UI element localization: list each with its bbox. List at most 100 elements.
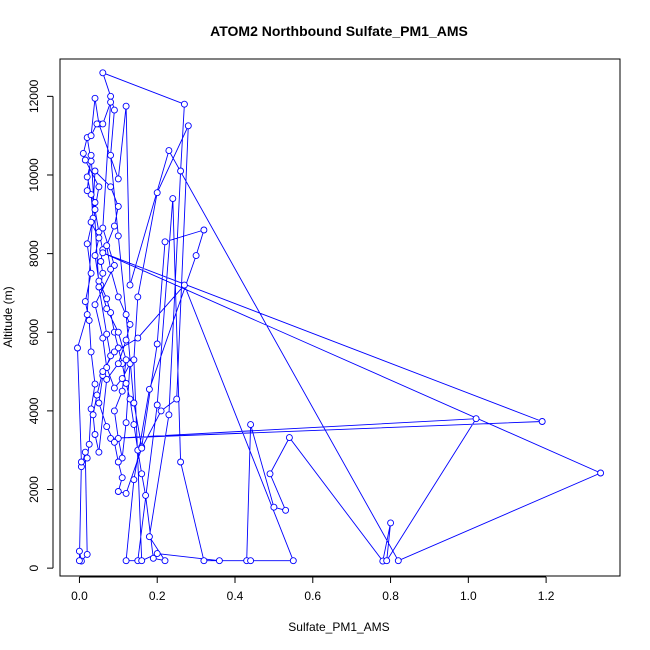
data-point xyxy=(107,98,115,106)
data-point xyxy=(247,421,255,429)
x-tick-label: 0.0 xyxy=(71,589,88,603)
data-point xyxy=(122,311,130,319)
data-point xyxy=(394,557,402,565)
data-point xyxy=(145,385,153,393)
data-point xyxy=(165,411,173,419)
data-point xyxy=(107,265,115,273)
data-point xyxy=(95,183,103,191)
data-point xyxy=(472,415,480,423)
data-point xyxy=(91,431,99,438)
y-tick-label: 8000 xyxy=(27,240,41,267)
data-point xyxy=(122,379,130,387)
data-point xyxy=(266,470,274,478)
data-point xyxy=(110,384,118,392)
data-point xyxy=(122,419,130,427)
data-point xyxy=(153,550,161,558)
series-points xyxy=(74,69,605,565)
data-point xyxy=(103,295,111,303)
data-point xyxy=(173,395,181,403)
data-point xyxy=(83,311,91,319)
data-point xyxy=(95,448,103,456)
data-point xyxy=(200,226,208,234)
data-point xyxy=(122,336,130,344)
data-point xyxy=(95,234,103,242)
data-point xyxy=(114,175,122,183)
data-point xyxy=(145,533,153,541)
data-point xyxy=(103,423,111,431)
data-point xyxy=(597,469,605,477)
y-tick-label: 4000 xyxy=(27,397,41,424)
x-tick-label: 1.0 xyxy=(460,589,477,603)
data-point xyxy=(95,399,103,407)
data-point xyxy=(161,238,169,246)
data-point xyxy=(130,476,138,484)
data-point xyxy=(153,340,161,348)
data-point xyxy=(122,489,130,497)
data-point xyxy=(87,151,95,159)
data-point xyxy=(130,356,138,364)
data-point xyxy=(126,281,134,289)
data-point xyxy=(130,421,138,429)
data-point xyxy=(138,557,146,565)
data-point xyxy=(122,102,130,110)
data-point xyxy=(107,92,115,100)
data-point xyxy=(192,252,200,260)
data-point xyxy=(83,187,91,195)
chart-title: ATOM2 Northbound Sulfate_PM1_AMS xyxy=(210,23,468,39)
data-point xyxy=(87,218,95,226)
data-point xyxy=(114,360,122,368)
data-point xyxy=(77,458,85,466)
data-point xyxy=(93,391,101,399)
x-tick-label: 0.8 xyxy=(382,589,399,603)
data-point xyxy=(114,232,122,240)
data-point xyxy=(103,364,111,372)
data-point xyxy=(79,149,87,157)
data-point xyxy=(215,557,223,565)
data-point xyxy=(103,242,111,250)
data-point xyxy=(93,120,101,128)
data-point xyxy=(134,334,142,342)
data-point xyxy=(95,283,103,291)
data-point xyxy=(161,557,169,565)
data-point xyxy=(114,202,122,210)
data-point xyxy=(282,506,290,514)
data-point xyxy=(103,375,111,383)
data-point xyxy=(99,120,107,128)
data-point xyxy=(83,550,91,558)
data-point xyxy=(114,328,122,336)
y-tick-label: 6000 xyxy=(27,319,41,346)
data-point xyxy=(99,224,107,232)
data-point xyxy=(87,269,95,277)
y-tick-label: 12000 xyxy=(27,79,41,113)
x-axis: 0.0 0.2 0.4 0.6 0.8 1.0 1.2 xyxy=(71,576,555,603)
x-tick-label: 1.2 xyxy=(538,589,555,603)
data-point xyxy=(157,407,165,415)
data-point xyxy=(114,488,122,495)
data-point xyxy=(114,458,122,466)
data-point xyxy=(97,258,105,265)
data-point xyxy=(387,519,395,527)
data-point xyxy=(247,557,255,565)
series-line xyxy=(77,72,602,563)
x-axis-label: Sulfate_PM1_AMS xyxy=(288,620,389,634)
data-point xyxy=(103,305,111,313)
data-point xyxy=(149,554,157,562)
data-point xyxy=(177,167,185,175)
data-point xyxy=(87,132,95,140)
data-point xyxy=(142,491,150,499)
data-point xyxy=(110,348,118,356)
data-point xyxy=(200,557,208,565)
data-point xyxy=(91,301,99,309)
data-point xyxy=(81,156,89,164)
data-point xyxy=(153,401,161,409)
data-point xyxy=(87,348,95,356)
data-point xyxy=(85,316,93,324)
x-tick-label: 0.4 xyxy=(227,589,244,603)
data-point xyxy=(83,454,91,462)
plot-box xyxy=(59,58,621,577)
data-point xyxy=(107,183,115,191)
data-point xyxy=(81,448,89,456)
data-point xyxy=(177,458,185,466)
y-tick-label: 2000 xyxy=(27,476,41,503)
data-point xyxy=(110,407,118,415)
